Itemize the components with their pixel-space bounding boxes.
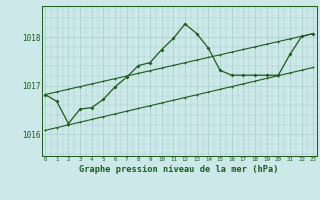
- X-axis label: Graphe pression niveau de la mer (hPa): Graphe pression niveau de la mer (hPa): [79, 165, 279, 174]
